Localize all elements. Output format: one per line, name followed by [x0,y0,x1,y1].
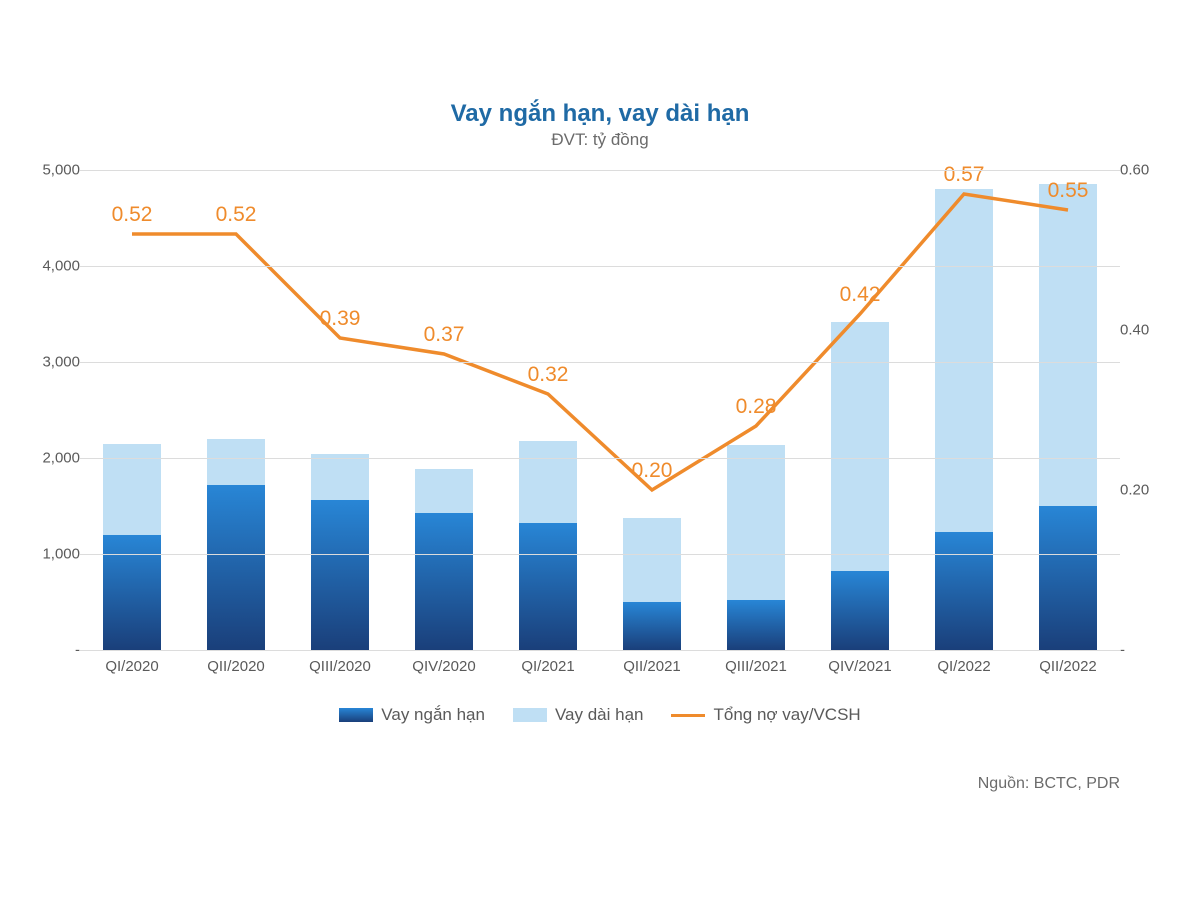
x-tick: QI/2020 [80,658,184,675]
line-data-label: 0.52 [216,203,257,227]
line-data-label: 0.20 [632,459,673,483]
plot-outer: -1,0002,0003,0004,0005,000 -0.200.400.60… [80,170,1120,650]
x-tick: QII/2020 [184,658,288,675]
y-left-tick: 3,000 [30,355,80,370]
y-left-tick: 1,000 [30,547,80,562]
x-tick: QII/2021 [600,658,704,675]
x-tick: QII/2022 [1016,658,1120,675]
y-right-tick: 0.60 [1120,163,1170,178]
x-tick: QIII/2020 [288,658,392,675]
gridline [80,458,1120,459]
legend-swatch [513,708,547,722]
y-right-tick: 0.20 [1120,483,1170,498]
legend: Vay ngắn hạn Vay dài hạn Tổng nợ vay/VCSH [40,705,1160,725]
y-axis-right: -0.200.400.60 [1120,170,1170,650]
gridline [80,554,1120,555]
y-left-tick: 2,000 [30,451,80,466]
y-right-tick: 0.40 [1120,323,1170,338]
line-data-label: 0.55 [1048,179,1089,203]
line-data-label: 0.32 [528,363,569,387]
legend-line-swatch [671,714,705,717]
x-tick: QI/2021 [496,658,600,675]
line-data-label: 0.52 [112,203,153,227]
line-data-label: 0.57 [944,163,985,187]
gridline [80,266,1120,267]
plot-area: 0.520.520.390.370.320.200.280.420.570.55 [80,170,1120,650]
line-data-label: 0.28 [736,395,777,419]
chart-subtitle: ĐVT: tỷ đồng [40,130,1160,150]
y-left-tick: 5,000 [30,163,80,178]
y-right-tick: - [1120,643,1170,658]
x-tick: QIV/2021 [808,658,912,675]
y-left-tick: 4,000 [30,259,80,274]
legend-label: Vay dài hạn [555,705,644,725]
x-tick: QIII/2021 [704,658,808,675]
x-axis: QI/2020QII/2020QIII/2020QIV/2020QI/2021Q… [80,658,1120,675]
legend-swatch [339,708,373,722]
y-axis-left: -1,0002,0003,0004,0005,000 [30,170,80,650]
legend-label: Tổng nợ vay/VCSH [713,705,860,725]
legend-label: Vay ngắn hạn [381,705,485,725]
x-tick: QI/2022 [912,658,1016,675]
gridline [80,650,1120,651]
legend-item: Tổng nợ vay/VCSH [671,705,860,725]
gridline [80,362,1120,363]
line-data-label: 0.39 [320,307,361,331]
chart-wrapper: Vay ngắn hạn, vay dài hạn ĐVT: tỷ đồng -… [40,100,1160,793]
legend-item: Vay ngắn hạn [339,705,485,725]
chart-title: Vay ngắn hạn, vay dài hạn [40,100,1160,128]
y-left-tick: - [30,643,80,658]
x-tick: QIV/2020 [392,658,496,675]
labels-layer: 0.520.520.390.370.320.200.280.420.570.55 [80,170,1120,650]
source-text: Nguồn: BCTC, PDR [40,775,1120,793]
gridline [80,170,1120,171]
legend-item: Vay dài hạn [513,705,644,725]
line-data-label: 0.42 [840,283,881,307]
line-data-label: 0.37 [424,323,465,347]
